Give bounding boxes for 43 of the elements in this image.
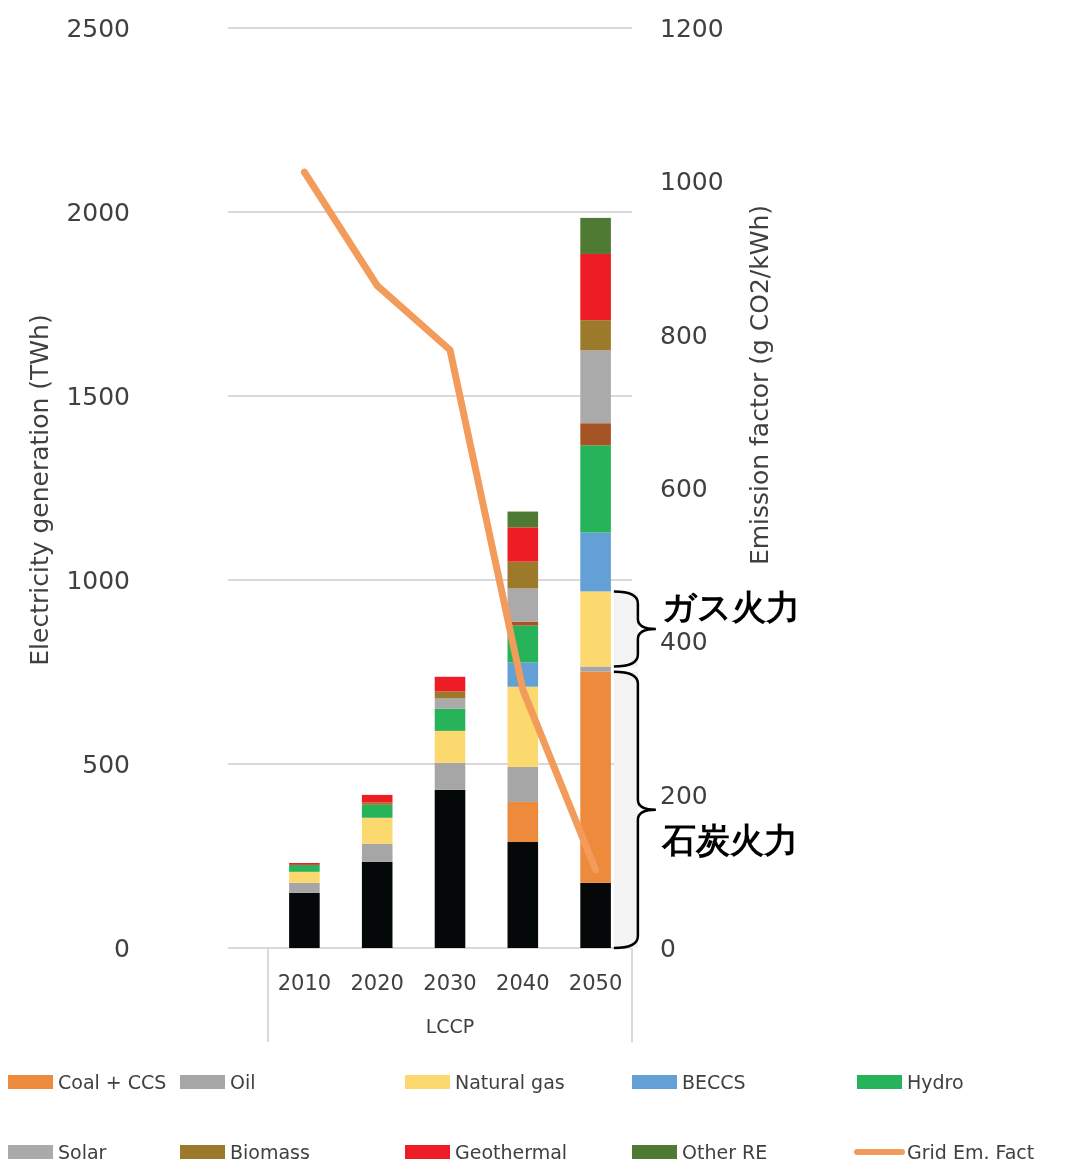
legend-item: Geothermal (405, 1141, 568, 1163)
legend-label: Solar (58, 1141, 107, 1163)
legend-label: Biomass (230, 1141, 310, 1163)
xtick: 2050 (568, 971, 623, 995)
y2tick: 800 (660, 320, 708, 350)
xtick: 2010 (277, 971, 332, 995)
ytick: 2500 (66, 14, 130, 43)
legend-label: Geothermal (455, 1141, 568, 1163)
y2label: Emission factor (g CO2/kWh) (745, 204, 774, 566)
legend-label: BECCS (682, 1071, 746, 1093)
legend-item: Natural gas (405, 1071, 565, 1093)
legend-item: Solar (8, 1141, 107, 1163)
legend-label: Oil (230, 1071, 256, 1093)
y2tick: 600 (660, 474, 708, 503)
legend-item: Biomass (180, 1141, 310, 1163)
y2tick: 1000 (660, 167, 724, 197)
y2tick: 400 (660, 627, 708, 657)
ytick: 1000 (66, 566, 130, 595)
legend-item: Coal + CCS (8, 1071, 167, 1093)
legend-label: Coal + CCS (58, 1071, 167, 1093)
y2tick: 0 (660, 934, 676, 963)
xlabel: LCCP (425, 1015, 475, 1037)
legend-item: Oil (180, 1071, 256, 1093)
band-label: 石炭火力 (661, 819, 798, 860)
ytick: 0 (114, 934, 130, 963)
legend-label: Natural gas (455, 1071, 565, 1093)
ytick: 500 (82, 750, 130, 779)
ytick: 1500 (66, 382, 130, 411)
y2tick: 1200 (660, 14, 724, 43)
band-label: ガス火力 (661, 586, 800, 627)
legend-item: Grid Em. Fact (854, 1141, 1035, 1163)
legend-item: Other RE (632, 1141, 768, 1163)
xtick: 2040 (496, 971, 550, 995)
legend-item: BECCS (632, 1071, 746, 1093)
ylabel: Electricity generation (TWh) (25, 314, 54, 666)
legend-label: Other RE (682, 1141, 768, 1163)
legend-label: Hydro (907, 1071, 964, 1093)
ytick: 2000 (66, 198, 130, 227)
xtick: 2020 (350, 971, 404, 995)
legend-item: Hydro (857, 1071, 964, 1093)
y2tick: 200 (660, 780, 708, 810)
legend-label: Grid Em. Fact (907, 1141, 1035, 1163)
xtick: 2030 (423, 971, 477, 995)
